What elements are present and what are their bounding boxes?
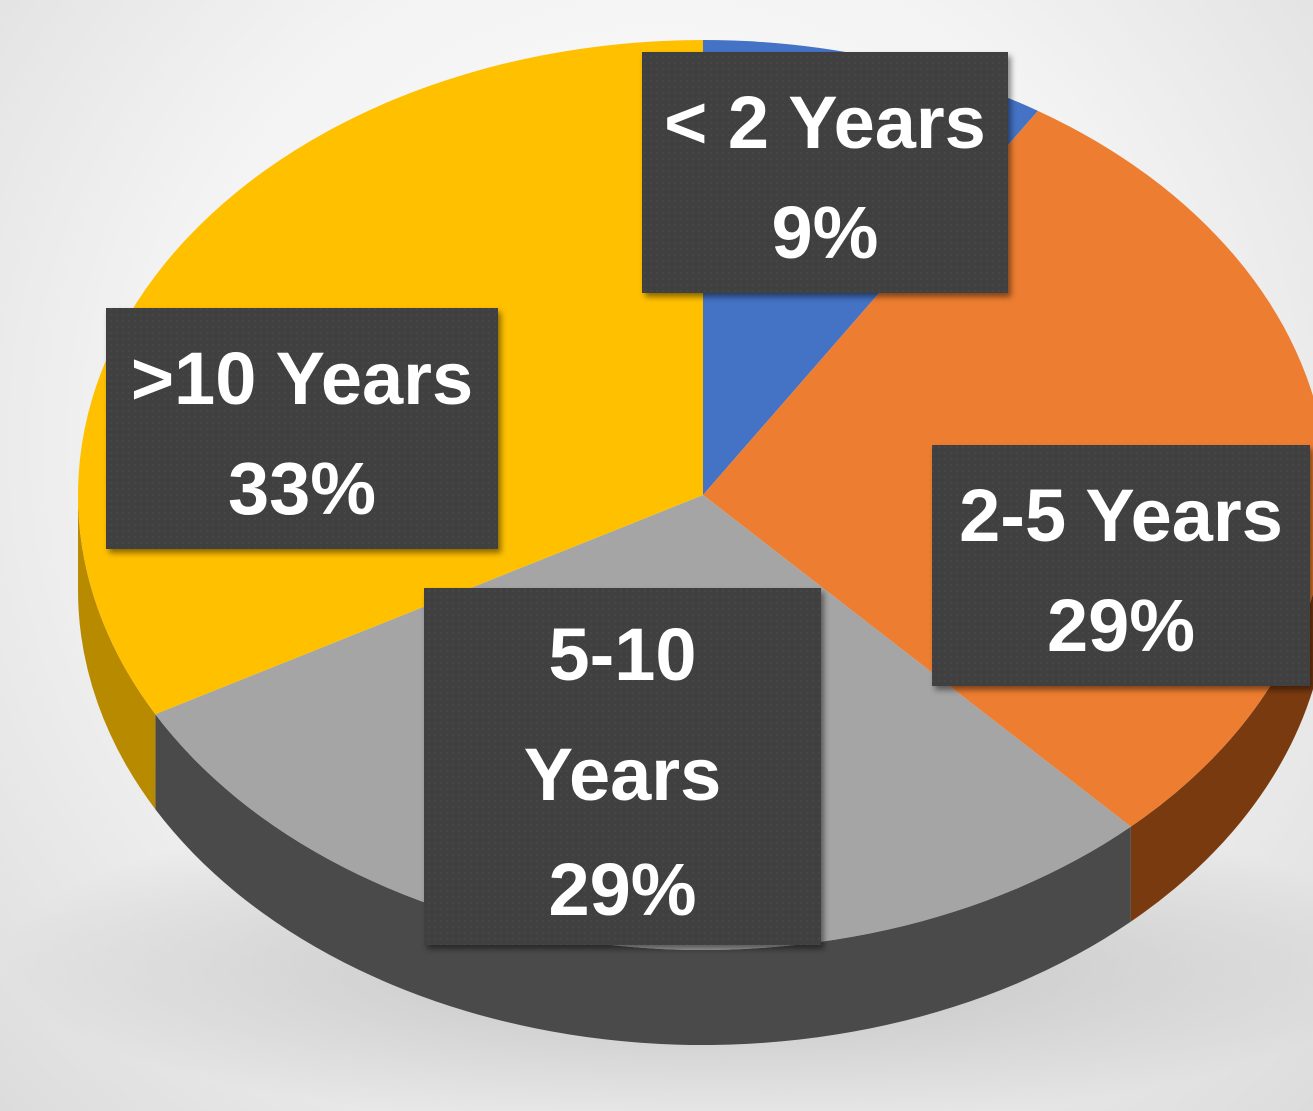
- data-label-texture: [424, 588, 821, 945]
- data-label-category: 5-10: [548, 613, 696, 696]
- data-label-2-5-years: 2-5 Years 29%: [932, 445, 1310, 686]
- data-label-percent: 33%: [228, 447, 376, 530]
- data-label-2-years: < 2 Years 9%: [642, 52, 1008, 293]
- data-label-percent: 29%: [548, 848, 696, 931]
- data-label-texture: [106, 308, 498, 549]
- data-label-category: >10 Years: [131, 337, 473, 420]
- data-label-category: Years: [524, 733, 722, 816]
- pie-side-5-10-years: [155, 714, 1131, 1045]
- data-label-percent: 29%: [1047, 584, 1195, 667]
- data-label-category: 2-5 Years: [959, 474, 1283, 557]
- data-label-texture: [642, 52, 1008, 293]
- pie-side-10-years: [78, 495, 156, 810]
- data-label-10-years: >10 Years 33%: [106, 308, 498, 549]
- data-label-texture: [932, 445, 1310, 686]
- pie-side-2-5-years: [1130, 593, 1313, 922]
- pie-sides: [78, 495, 1313, 1045]
- data-label-5-10-years: 5-10 Years 29%: [424, 588, 821, 945]
- pie-labels: < 2 Years 9% 2-5 Years 29% 5-10 Years 29% >10 Y…: [106, 52, 1310, 945]
- data-label-percent: 9%: [772, 191, 879, 274]
- data-label-category: < 2 Years: [664, 81, 986, 164]
